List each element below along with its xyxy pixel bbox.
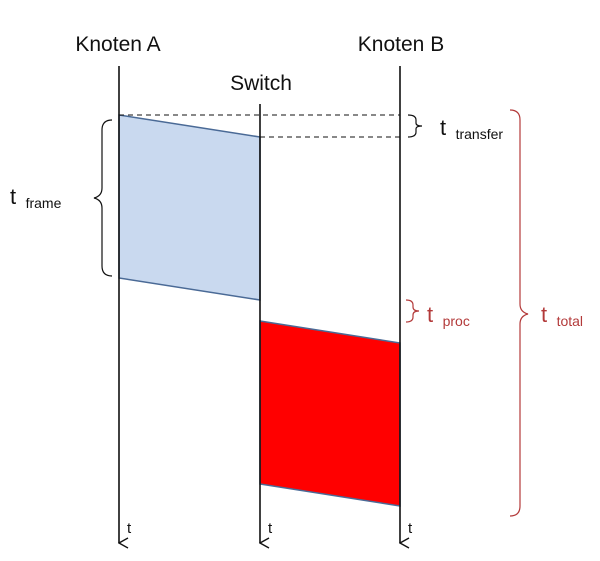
t-transfer-symbol: t [440,115,446,140]
node-a-axis-label: t [127,520,132,537]
t-frame-label: t frame [10,184,62,211]
t-frame-symbol: t [10,184,16,209]
node-b-axis-label: t [408,520,413,537]
t-transfer-label: t transfer [440,115,503,142]
t-transfer-subscript: transfer [456,126,504,142]
t-total-label: t total [541,302,583,329]
t-frame-subscript: frame [26,195,62,211]
t-proc-symbol: t [427,302,433,327]
proc-brace [405,299,420,323]
node-a-title: Knoten A [75,33,160,56]
t-total-subscript: total [557,313,583,329]
transfer-brace [407,114,423,138]
node-b-title: Knoten B [358,33,444,56]
frame-switch-to-node-b [259,320,401,507]
frame-brace [93,119,113,277]
t-proc-label: t proc [427,302,470,329]
switch-axis-label: t [268,520,273,537]
frame-node-a-to-switch [118,114,261,301]
total-brace [509,109,529,517]
switch-title: Switch [230,72,292,95]
t-total-symbol: t [541,302,547,327]
t-proc-subscript: proc [443,313,470,329]
